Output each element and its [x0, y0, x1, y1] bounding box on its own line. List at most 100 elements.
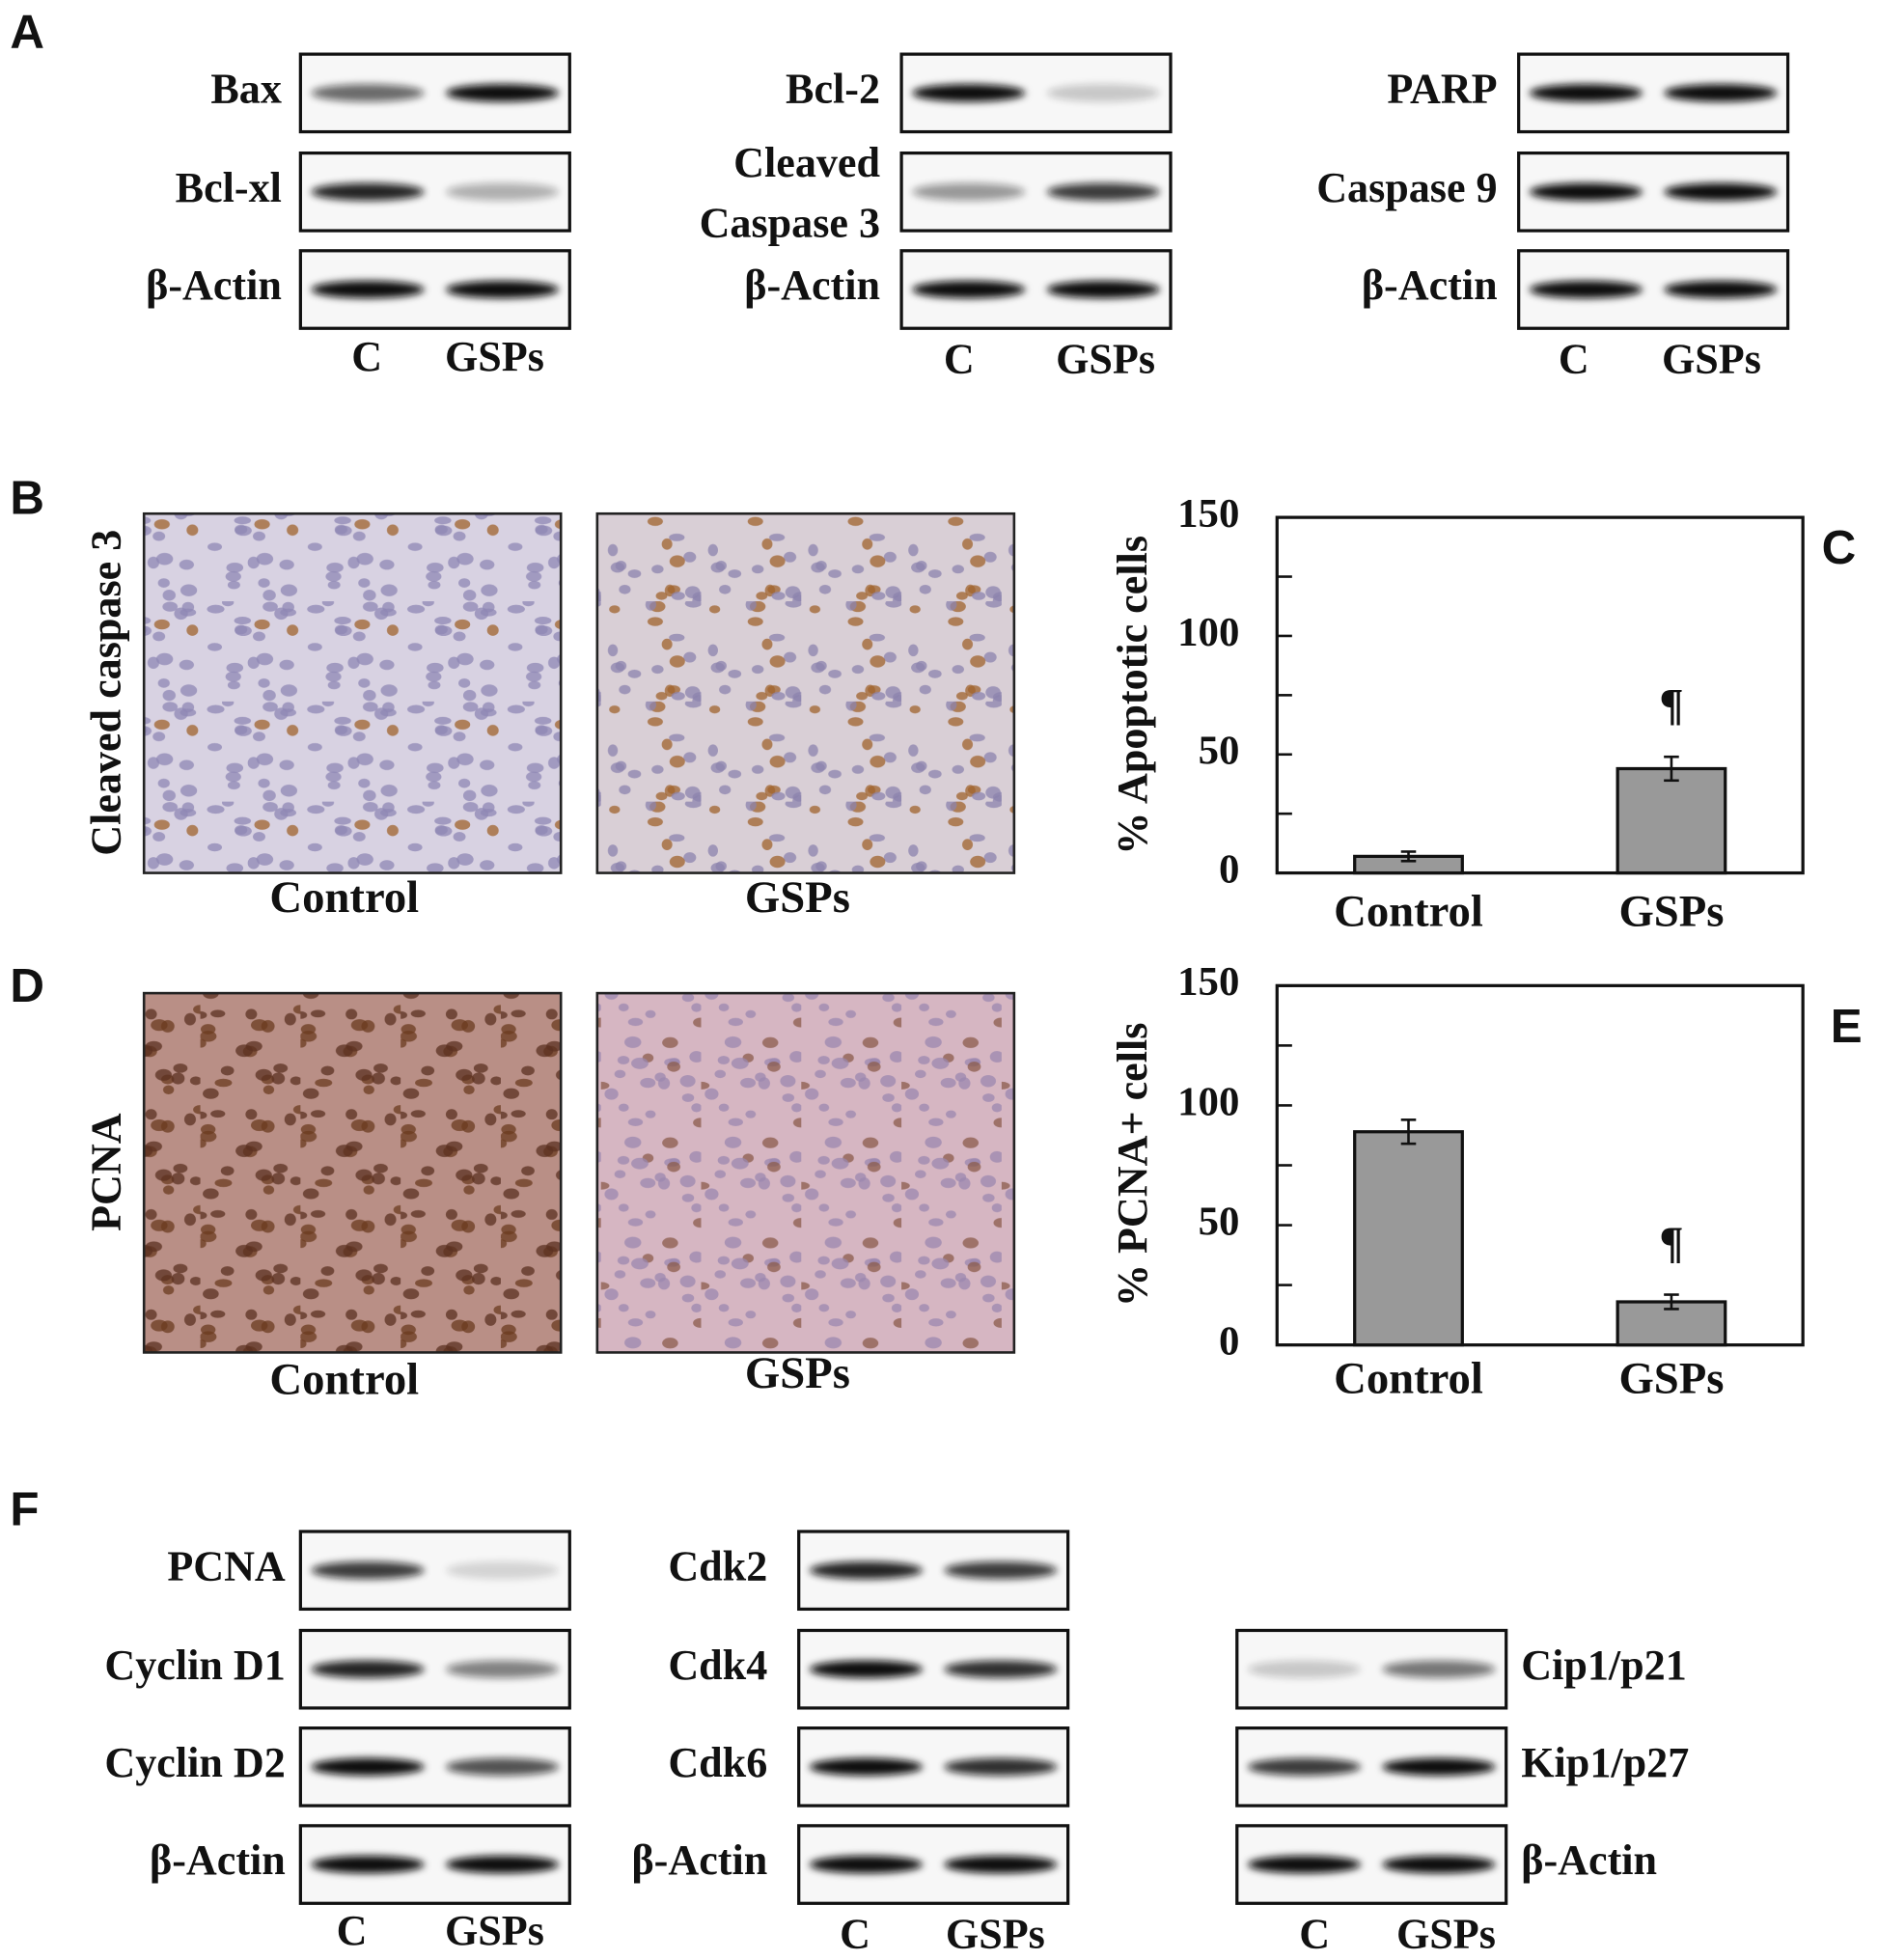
- blot-band: [445, 1660, 560, 1678]
- blot-band: [809, 1561, 924, 1580]
- micrograph: [595, 991, 1016, 1354]
- row-label: Cyclin D1: [104, 1642, 285, 1689]
- micrograph: [142, 511, 563, 874]
- row-label: β-Actin: [1362, 262, 1498, 309]
- row-label: PCNA: [167, 1542, 286, 1589]
- image-caption: GSPs: [745, 872, 850, 923]
- blot-band: [445, 280, 560, 299]
- panel-label: A: [10, 6, 44, 59]
- blot-band: [1382, 1660, 1496, 1678]
- blot-band: [1247, 1660, 1362, 1678]
- blot-band: [1247, 1757, 1362, 1776]
- image-caption: Control: [269, 1355, 419, 1405]
- blot-band: [311, 1757, 425, 1776]
- lane-label: GSPs: [1396, 1911, 1496, 1958]
- row-label: Cdk6: [668, 1739, 767, 1786]
- x-tick-label: Control: [1334, 1353, 1483, 1403]
- blot-band: [445, 84, 560, 102]
- lane-label: C: [840, 1911, 870, 1958]
- blot-band: [1046, 280, 1160, 299]
- panel-label: B: [10, 471, 44, 524]
- row-label: Cip1/p21: [1521, 1642, 1687, 1689]
- lane-label: C: [337, 1907, 368, 1954]
- image-ylabel: PCNA: [82, 1113, 129, 1231]
- blot-band: [1529, 280, 1643, 299]
- blot-band: [311, 1561, 425, 1580]
- x-tick-label: GSPs: [1618, 1353, 1724, 1403]
- row-label: β-Actin: [1521, 1836, 1657, 1884]
- y-tick-label: 0: [1219, 1319, 1239, 1365]
- blot-band: [1664, 182, 1778, 201]
- y-tick-label: 150: [1177, 491, 1239, 537]
- row-label: Caspase 3: [700, 199, 880, 246]
- blot-band: [944, 1855, 1058, 1874]
- blot-band: [445, 1757, 560, 1776]
- blot-band: [912, 280, 1026, 299]
- row-label: β-Actin: [744, 262, 880, 309]
- x-tick-label: Control: [1334, 886, 1483, 936]
- blot-band: [1046, 84, 1160, 102]
- blot-band: [809, 1855, 924, 1874]
- y-tick-label: 0: [1219, 846, 1239, 892]
- row-label: Cyclin D2: [104, 1739, 285, 1786]
- row-label: β-Actin: [631, 1836, 767, 1884]
- significance-mark: ¶: [1659, 1218, 1683, 1268]
- y-axis-label: % Apoptotic cells: [1109, 536, 1156, 855]
- blot-band: [445, 182, 560, 201]
- blot-band: [809, 1757, 924, 1776]
- row-label: β-Actin: [146, 262, 282, 309]
- blot-band: [944, 1660, 1058, 1678]
- blot-band: [1382, 1855, 1496, 1874]
- panel-label: F: [10, 1483, 39, 1536]
- blot-band: [1664, 280, 1778, 299]
- blot-band: [1664, 84, 1778, 102]
- micrograph: [595, 511, 1016, 874]
- image-caption: GSPs: [745, 1348, 850, 1398]
- blot-band: [1247, 1855, 1362, 1874]
- row-label: β-Actin: [150, 1836, 286, 1884]
- row-label: Cdk4: [668, 1642, 767, 1689]
- y-tick-label: 150: [1177, 959, 1239, 1005]
- y-tick-label: 100: [1177, 610, 1239, 655]
- panel-label: E: [1831, 1000, 1863, 1053]
- lane-label: GSPs: [445, 1907, 544, 1954]
- blot-band: [912, 84, 1026, 102]
- lane-label: C: [1559, 336, 1589, 383]
- micrograph: [142, 991, 563, 1354]
- blot-band: [445, 1855, 560, 1874]
- row-label: PARP: [1387, 65, 1497, 112]
- x-tick-label: GSPs: [1618, 886, 1724, 936]
- row-label: Bax: [210, 65, 282, 112]
- y-tick-label: 50: [1199, 1199, 1240, 1244]
- y-tick-label: 50: [1199, 729, 1240, 774]
- blot-band: [912, 182, 1026, 201]
- row-label: Bcl-2: [786, 65, 880, 112]
- row-label: Cdk2: [668, 1542, 767, 1589]
- lane-label: GSPs: [946, 1911, 1045, 1958]
- lane-label: C: [1299, 1911, 1330, 1958]
- row-label: Cleaved: [733, 139, 880, 186]
- lane-label: C: [944, 336, 975, 383]
- bar: [1353, 1130, 1464, 1347]
- blot-band: [311, 280, 425, 299]
- blot-band: [445, 1561, 560, 1580]
- row-label: Caspase 9: [1316, 164, 1497, 211]
- panel-label: D: [10, 959, 44, 1012]
- blot-band: [311, 84, 425, 102]
- blot-band: [1529, 84, 1643, 102]
- blot-band: [944, 1757, 1058, 1776]
- blot-band: [311, 1855, 425, 1874]
- bar: [1616, 766, 1727, 875]
- lane-label: C: [351, 333, 382, 380]
- row-label: Bcl-xl: [176, 164, 282, 211]
- blot-band: [944, 1561, 1058, 1580]
- blot-band: [311, 182, 425, 201]
- blot-band: [1382, 1757, 1496, 1776]
- image-ylabel: Cleaved caspase 3: [82, 530, 129, 856]
- significance-mark: ¶: [1659, 680, 1683, 731]
- blot-band: [809, 1660, 924, 1678]
- blot-band: [1046, 182, 1160, 201]
- blot-band: [1529, 182, 1643, 201]
- panel-label: C: [1822, 521, 1857, 574]
